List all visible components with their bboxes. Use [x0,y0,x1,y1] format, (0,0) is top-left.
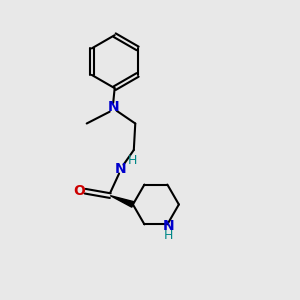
Polygon shape [110,196,134,207]
Text: N: N [163,219,175,233]
Text: H: H [164,229,173,242]
Text: N: N [107,100,119,114]
Text: H: H [128,154,138,167]
Text: N: N [115,162,126,176]
Text: O: O [73,184,85,198]
